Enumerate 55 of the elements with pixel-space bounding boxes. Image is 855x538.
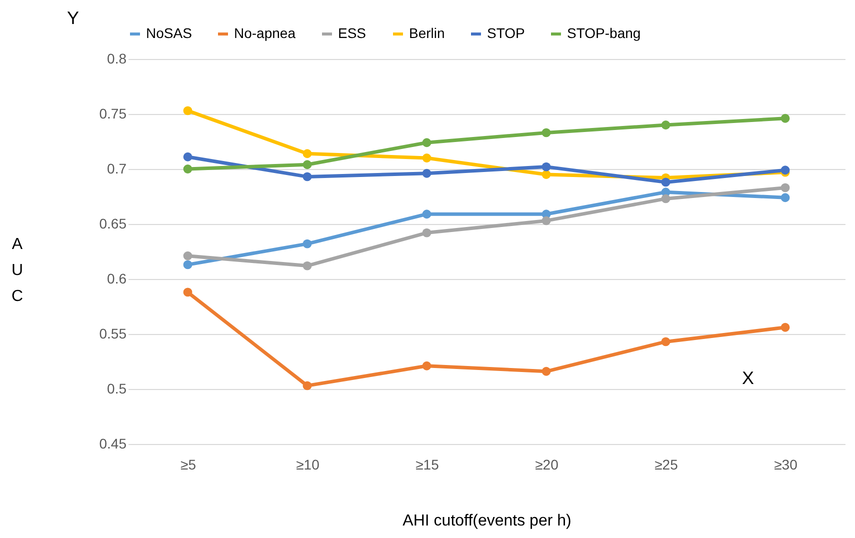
point <box>302 172 312 182</box>
legend-label: STOP <box>487 25 525 41</box>
x-tick-label: ≥5 <box>180 456 196 472</box>
point <box>183 251 192 260</box>
annotation: X <box>742 368 754 388</box>
point <box>780 322 790 332</box>
point <box>422 154 432 162</box>
point <box>302 160 312 170</box>
y-tick-label: 0.75 <box>99 106 127 122</box>
legend-label: ESS <box>338 25 366 41</box>
y-tick-label: 0.6 <box>107 270 127 286</box>
point <box>661 120 670 130</box>
y-tick-label: 0.5 <box>107 380 127 396</box>
point <box>542 162 551 172</box>
point <box>661 194 670 204</box>
y-tick-label: 0.7 <box>107 160 127 176</box>
point <box>542 216 551 226</box>
x-tick-label: ≥20 <box>535 456 559 472</box>
y-axis-title: AUC <box>11 236 24 305</box>
point <box>422 361 432 370</box>
legend-label: No-apnea <box>234 25 296 41</box>
point <box>183 164 192 174</box>
legend-label: NoSAS <box>146 25 192 41</box>
point <box>422 168 432 178</box>
point <box>780 114 790 123</box>
x-tick-label: ≥30 <box>774 456 798 472</box>
x-tick-label: ≥10 <box>296 456 320 472</box>
point <box>542 170 551 179</box>
legend-label: Berlin <box>409 25 445 41</box>
x-tick-label: ≥15 <box>416 456 440 472</box>
y-tick-label: 0.55 <box>99 326 127 342</box>
x-tick-label: ≥25 <box>654 456 678 472</box>
text: Y <box>66 8 80 28</box>
point <box>183 260 192 270</box>
point <box>661 178 670 187</box>
point <box>302 149 312 158</box>
point <box>661 337 670 346</box>
x-axis-title: AHI cutoff(events per h) <box>402 512 572 530</box>
point <box>302 261 312 270</box>
point <box>422 210 432 219</box>
point <box>780 193 790 202</box>
point <box>302 381 312 390</box>
point <box>780 183 790 192</box>
legend-label: STOP-bang <box>567 25 641 41</box>
y-tick-label: 0.45 <box>99 436 127 452</box>
point <box>542 366 551 376</box>
point <box>183 106 192 116</box>
point <box>183 152 192 162</box>
y-tick-label: 0.65 <box>99 216 127 232</box>
y-tick-label: 0.8 <box>107 50 127 66</box>
point <box>302 239 312 248</box>
point <box>422 228 432 238</box>
point <box>183 288 192 297</box>
point <box>422 138 432 148</box>
point <box>542 128 551 138</box>
